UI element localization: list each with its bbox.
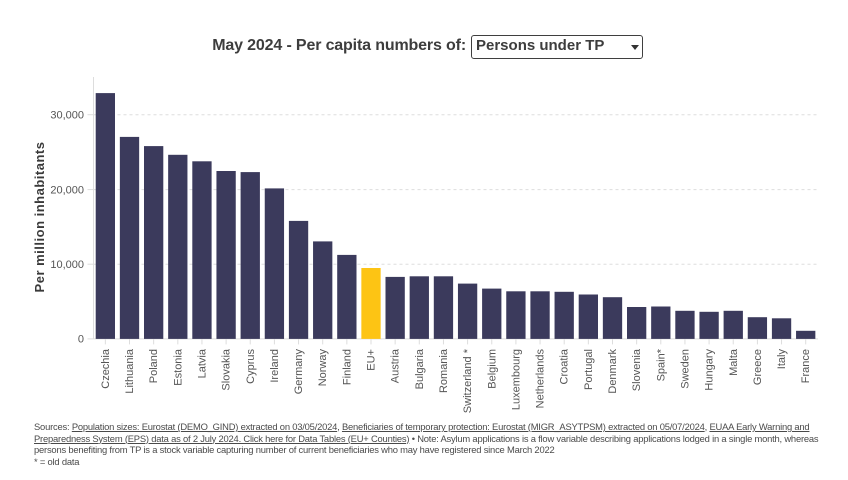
svg-text:Austria: Austria <box>390 348 402 383</box>
svg-text:Greece: Greece <box>752 349 764 385</box>
svg-text:Sweden: Sweden <box>679 349 691 389</box>
svg-text:Bulgaria: Bulgaria <box>414 348 426 389</box>
svg-text:Malta: Malta <box>728 348 740 376</box>
svg-text:Estonia: Estonia <box>172 348 184 386</box>
svg-text:Portugal: Portugal <box>583 349 595 390</box>
svg-text:EU+: EU+ <box>366 349 378 371</box>
svg-text:Germany: Germany <box>293 349 305 395</box>
svg-text:Cyprus: Cyprus <box>245 349 257 384</box>
svg-text:Netherlands: Netherlands <box>535 349 547 409</box>
svg-text:Croatia: Croatia <box>559 348 571 384</box>
svg-text:Poland: Poland <box>148 349 160 383</box>
svg-text:Czechia: Czechia <box>100 348 112 389</box>
svg-text:Slovenia: Slovenia <box>631 348 643 391</box>
svg-text:Luxembourg: Luxembourg <box>510 349 522 410</box>
svg-text:Spain*: Spain* <box>655 348 667 381</box>
svg-text:0: 0 <box>78 334 84 346</box>
svg-text:Ireland: Ireland <box>269 349 281 383</box>
svg-text:Romania: Romania <box>438 348 450 393</box>
svg-text:Hungary: Hungary <box>704 349 716 391</box>
svg-text:Latvia: Latvia <box>196 348 208 378</box>
svg-text:Denmark: Denmark <box>607 349 619 394</box>
svg-text:Italy: Italy <box>776 349 788 370</box>
svg-text:France: France <box>800 349 812 383</box>
svg-text:Finland: Finland <box>341 349 353 385</box>
svg-text:Per million inhabitants: Per million inhabitants <box>32 142 47 293</box>
svg-text:10,000: 10,000 <box>50 259 84 271</box>
svg-text:Switzerland *: Switzerland * <box>462 348 474 413</box>
svg-text:Slovakia: Slovakia <box>221 348 233 390</box>
svg-text:Belgium: Belgium <box>486 349 498 389</box>
svg-text:Norway: Norway <box>317 349 329 387</box>
svg-text:20,000: 20,000 <box>50 184 84 196</box>
svg-text:30,000: 30,000 <box>50 109 84 121</box>
svg-text:Lithuania: Lithuania <box>124 348 136 394</box>
